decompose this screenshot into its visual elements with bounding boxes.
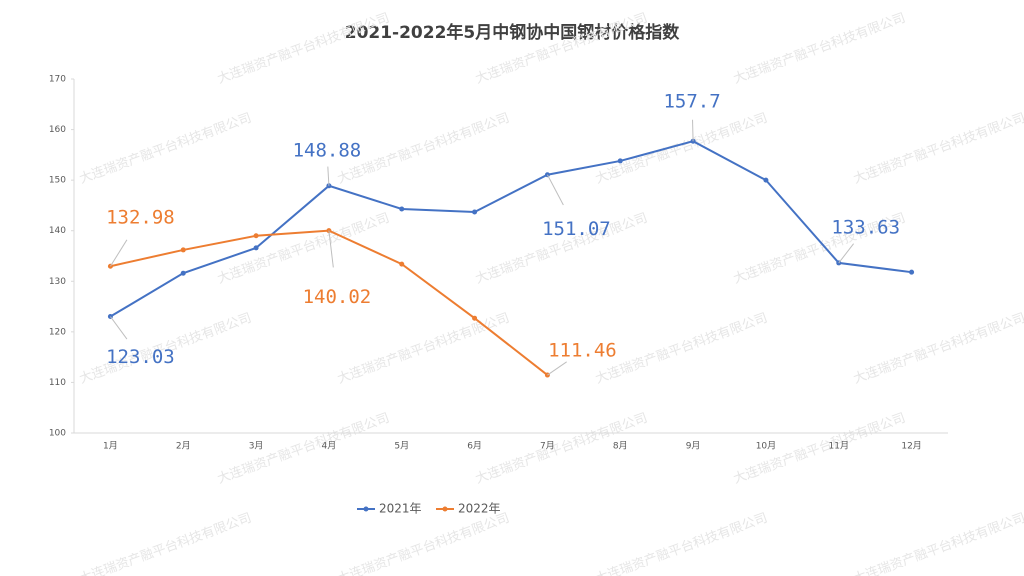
x-tick-label: 7月 [540, 441, 555, 452]
chart-title: 2021-2022年5月中钢协中国钢材价格指数 [345, 22, 681, 43]
leader-line [547, 361, 567, 376]
point [472, 315, 478, 321]
y-tick-label: 140 [49, 226, 66, 236]
point [617, 158, 623, 164]
line [109, 140, 912, 318]
leader-line [328, 230, 334, 268]
x-tick-label: 4月 [322, 441, 337, 452]
watermark: 大连瑞资产融平台科技有限公司 [77, 110, 254, 187]
watermark: 大连瑞资产融平台科技有限公司 [335, 110, 512, 187]
data-label: 133.63 [831, 216, 900, 238]
point [180, 247, 186, 253]
leader-line [327, 166, 330, 186]
y-tick-label: 150 [49, 176, 66, 186]
y-tick-label: 120 [49, 327, 66, 337]
point [399, 206, 405, 212]
point [253, 245, 259, 251]
legend-marker [363, 506, 369, 512]
legend-label: 2022年 [458, 502, 501, 516]
point [399, 261, 405, 267]
legend-marker [442, 506, 448, 512]
point [253, 233, 259, 239]
leader-line [109, 239, 128, 267]
point [763, 177, 769, 183]
x-tick-label: 5月 [394, 441, 409, 452]
y-tick-label: 170 [49, 75, 66, 85]
watermark: 大连瑞资产融平台科技有限公司 [215, 10, 392, 87]
data-label: 157.7 [663, 91, 720, 113]
x-tick-label: 12月 [901, 441, 921, 452]
watermark: 大连瑞资产融平台科技有限公司 [851, 510, 1024, 576]
y-tick-label: 100 [49, 429, 66, 439]
x-tick-label: 10月 [756, 441, 776, 452]
watermark: 大连瑞资产融平台科技有限公司 [77, 510, 254, 576]
legend-label: 2021年 [379, 502, 422, 516]
x-tick-label: 11月 [829, 441, 849, 452]
watermarks: 大连瑞资产融平台科技有限公司 大连瑞资产融平台科技有限公司 大连瑞资产融平台科技有限… [77, 10, 1024, 576]
x-tick-label: 9月 [686, 441, 701, 452]
point [180, 270, 186, 276]
watermark: 大连瑞资产融平台科技有限公司 [215, 210, 392, 287]
leader-line [546, 174, 564, 206]
series: 123.03 148.88 151.07 157.7 133.63 [106, 91, 915, 368]
y-tick-label: 110 [49, 378, 66, 388]
watermark: 大连瑞资产融平台科技有限公司 [851, 310, 1024, 387]
watermark: 大连瑞资产融平台科技有限公司 [335, 310, 512, 387]
watermark: 大连瑞资产融平台科技有限公司 [335, 510, 512, 576]
watermark: 大连瑞资产融平台科技有限公司 [593, 110, 770, 187]
watermark: 大连瑞资产融平台科技有限公司 [731, 10, 908, 87]
data-label: 148.88 [293, 139, 362, 161]
watermark: 大连瑞资产融平台科技有限公司 [215, 410, 392, 487]
x-tick-label: 3月 [249, 441, 264, 452]
data-label: 111.46 [548, 340, 617, 362]
watermark: 大连瑞资产融平台科技有限公司 [851, 110, 1024, 187]
leader-line [692, 119, 694, 142]
x-tick-label: 8月 [613, 441, 628, 452]
x-tick-label: 6月 [467, 441, 482, 452]
leader-line [838, 243, 854, 264]
x-tick-label: 2月 [176, 441, 191, 452]
watermark: 大连瑞资产融平台科技有限公司 [593, 510, 770, 576]
data-label: 132.98 [106, 207, 175, 229]
data-label: 123.03 [106, 346, 175, 368]
leader-line [110, 316, 128, 340]
point [472, 209, 478, 215]
watermark: 大连瑞资产融平台科技有限公司 [473, 10, 650, 87]
x-tick-label: 1月 [103, 441, 118, 452]
data-label: 151.07 [542, 218, 611, 240]
series: 132.98 140.02 111.46 [106, 207, 617, 378]
data-label: 140.02 [303, 286, 372, 308]
point [909, 269, 915, 275]
y-tick-label: 160 [49, 125, 66, 135]
watermark: 大连瑞资产融平台科技有限公司 [593, 310, 770, 387]
y-tick-label: 130 [49, 277, 66, 287]
